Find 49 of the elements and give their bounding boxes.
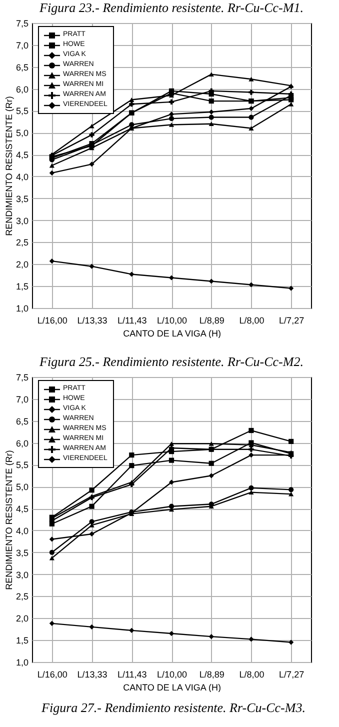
y-tick-label: 4,5 — [16, 150, 28, 160]
y-tick-label: 7,5 — [16, 372, 28, 382]
x-tick-label: L/11,43 — [117, 316, 147, 326]
y-tick-label: 1,0 — [16, 304, 28, 314]
y-tick-label: 3,0 — [16, 216, 28, 226]
x-tick-label: L/8,89 — [199, 670, 224, 680]
text: Figura 27.- Rendimiento resistente. Rr-Cu-Cc-M3. — [40, 700, 306, 715]
chart-title: Figura 23.- Rendimiento resistente. Rr-Cu-Cc-M1. — [38, 0, 304, 15]
y-tick-label: 1,0 — [16, 658, 28, 668]
y-tick-label: 7,5 — [16, 18, 28, 28]
y-tick-label: 7,0 — [16, 394, 28, 404]
x-tick-label: L/8,89 — [199, 316, 224, 326]
y-tick-label: 3,5 — [16, 548, 28, 558]
y-axis-title: RENDIMIENTO RESISTENTE (Rr) — [4, 450, 14, 590]
y-tick-label: 7,0 — [16, 40, 28, 50]
y-tick-label: 4,0 — [16, 172, 28, 182]
x-tick-label: L/7,27 — [279, 670, 304, 680]
x-tick-label: L/8,00 — [239, 316, 264, 326]
chart-title: Figura 25.- Rendimiento resistente. Rr-Cu-Cc-M2. — [38, 354, 304, 369]
y-tick-label: 3,0 — [16, 570, 28, 580]
x-tick-label: L/13,33 — [77, 670, 108, 680]
y-tick-label: 6,0 — [16, 84, 28, 94]
x-tick-label: L/10,00 — [156, 316, 188, 326]
y-tick-label: 1,5 — [16, 636, 28, 646]
y-tick-label: 6,5 — [16, 416, 28, 426]
x-tick-label: L/8,00 — [239, 670, 264, 680]
y-tick-label: 5,5 — [16, 106, 28, 116]
y-tick-label: 2,0 — [16, 614, 28, 624]
x-axis-title: CANTO DE LA VIGA (H) — [123, 682, 221, 692]
y-tick-label: 2,0 — [16, 260, 28, 270]
y-tick-label: 5,5 — [16, 460, 28, 470]
x-tick-label: L/11,43 — [117, 670, 147, 680]
y-tick-label: 2,5 — [16, 238, 28, 248]
y-tick-label: 3,5 — [16, 194, 28, 204]
x-tick-label: L/10,00 — [156, 670, 188, 680]
y-tick-label: 2,5 — [16, 592, 28, 602]
y-tick-label: 1,5 — [16, 282, 28, 292]
y-tick-label: 6,5 — [16, 62, 28, 72]
y-tick-label: 5,0 — [16, 128, 28, 138]
x-tick-label: L/16,00 — [37, 670, 68, 680]
y-tick-label: 4,5 — [16, 504, 28, 514]
y-tick-label: 6,0 — [16, 438, 28, 448]
x-tick-label: L/13,33 — [77, 316, 108, 326]
y-tick-label: 4,0 — [16, 526, 28, 536]
x-tick-label: L/16,00 — [37, 316, 68, 326]
x-axis-title: CANTO DE LA VIGA (H) — [123, 328, 221, 338]
x-tick-label: L/7,27 — [279, 316, 304, 326]
y-axis-title: RENDIMIENTO RESISTENTE (Rr) — [4, 96, 14, 236]
y-tick-label: 5,0 — [16, 482, 28, 492]
